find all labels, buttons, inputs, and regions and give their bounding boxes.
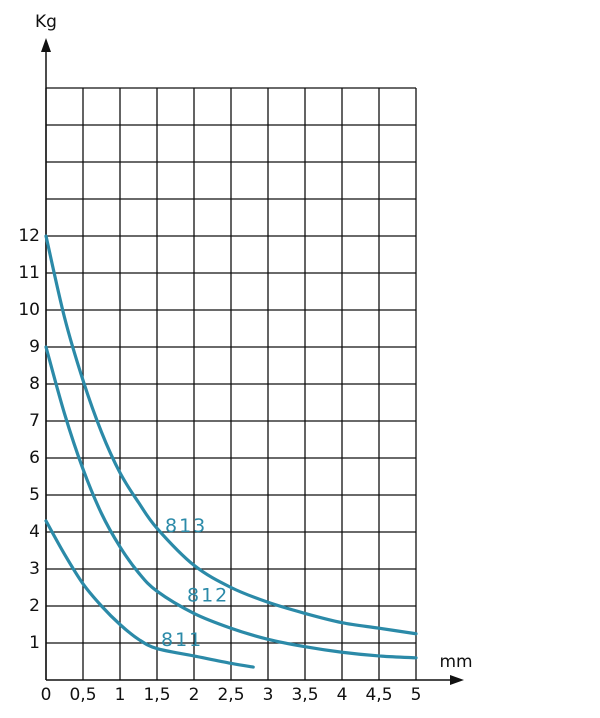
- x-arrow: [450, 675, 464, 685]
- y-tick-label: 4: [29, 522, 40, 542]
- y-tick-label: 9: [29, 337, 40, 357]
- y-tick-label: 1: [29, 633, 40, 653]
- y-tick-label: 11: [18, 263, 40, 283]
- x-tick-label: 2,5: [217, 685, 244, 705]
- x-tick-label: 1: [115, 685, 126, 705]
- curve: [44, 345, 418, 660]
- y-axis-label: Kg: [35, 12, 57, 32]
- y-tick-label: 10: [18, 300, 40, 320]
- series-label: 812: [187, 585, 229, 607]
- series-label: 813: [165, 515, 207, 537]
- y-tick-label: 6: [29, 448, 40, 468]
- x-tick-label: 3,5: [291, 685, 318, 705]
- x-tick-label: 2: [189, 685, 200, 705]
- y-tick-label: 5: [29, 485, 40, 505]
- y-tick-label: 7: [29, 411, 40, 431]
- x-tick-label: 0,5: [69, 685, 96, 705]
- x-tick-label: 1,5: [143, 685, 170, 705]
- x-tick-label: 0: [41, 685, 52, 705]
- y-tick-label: 8: [29, 374, 40, 394]
- y-arrow: [41, 38, 51, 52]
- series-label: 811: [161, 629, 203, 651]
- x-tick-label: 4,5: [365, 685, 392, 705]
- y-tick-label: 3: [29, 559, 40, 579]
- x-tick-label: 4: [337, 685, 348, 705]
- x-axis-label: mm: [439, 652, 472, 672]
- x-tick-label: 3: [263, 685, 274, 705]
- x-tick-label: 5: [411, 685, 422, 705]
- curve: [44, 234, 418, 636]
- curve: [44, 519, 255, 669]
- y-tick-label: 12: [18, 226, 40, 246]
- y-tick-label: 2: [29, 596, 40, 616]
